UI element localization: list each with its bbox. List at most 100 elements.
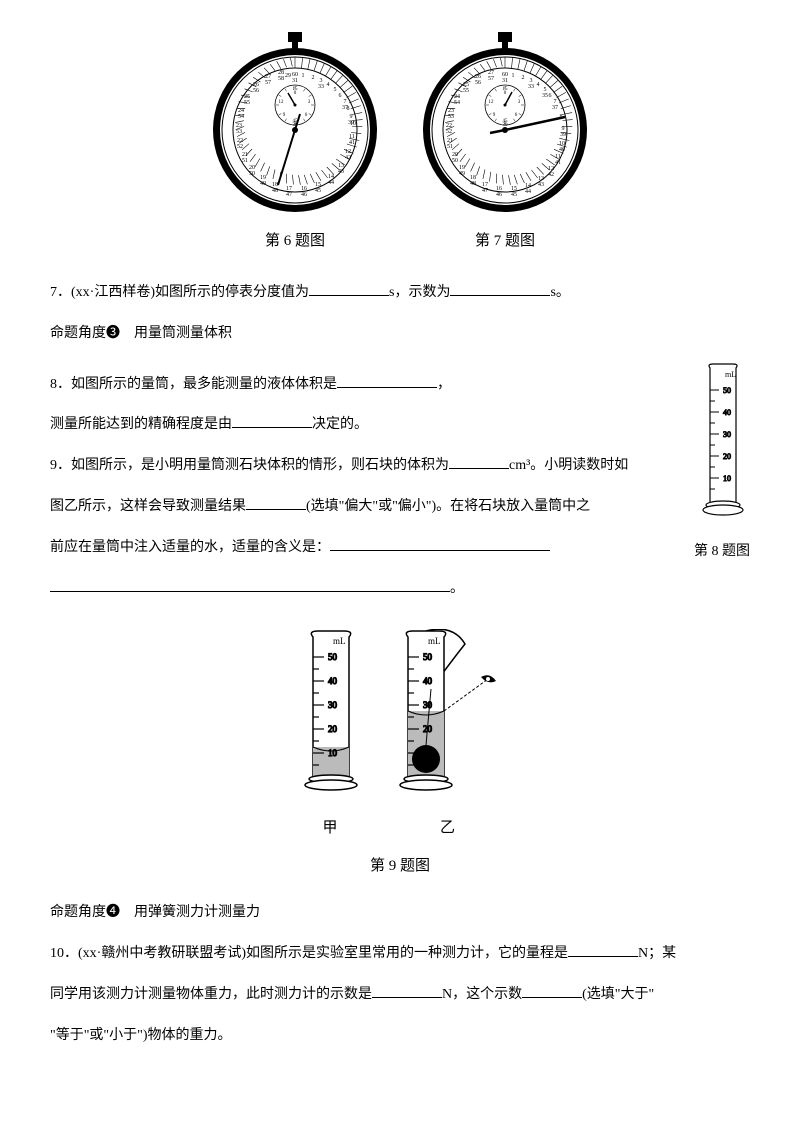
stopwatch-figures: 6031 246 810 333 5 737 939 1141 1242 134… [50, 30, 750, 258]
svg-text:30: 30 [723, 430, 731, 439]
svg-text:39: 39 [348, 120, 354, 126]
svg-text:56: 56 [475, 80, 481, 86]
svg-text:50: 50 [249, 171, 255, 177]
svg-text:46: 46 [496, 192, 502, 198]
fig6-container: 6031 246 810 333 5 737 939 1141 1242 134… [210, 30, 380, 258]
svg-text:20: 20 [423, 724, 433, 734]
svg-text:40: 40 [723, 408, 731, 417]
q9-blank3[interactable] [330, 533, 550, 551]
svg-text:mL: mL [428, 636, 441, 646]
svg-text:12: 12 [279, 100, 285, 105]
svg-text:35: 35 [542, 93, 548, 99]
svg-text:6: 6 [549, 93, 552, 99]
svg-text:44: 44 [328, 180, 334, 186]
cylinder-yi: mL 50 40 30 20 10 [393, 629, 503, 799]
fig6-label: 第 6 题图 [210, 225, 380, 258]
q10-blank2[interactable] [372, 980, 442, 998]
q7-blank2[interactable] [450, 278, 550, 296]
svg-text:49: 49 [459, 171, 465, 177]
svg-text:4: 4 [327, 82, 330, 88]
svg-text:mL: mL [333, 636, 346, 646]
q8-blank1[interactable] [337, 370, 437, 388]
svg-text:50: 50 [328, 652, 338, 662]
svg-text:57: 57 [265, 80, 271, 86]
svg-text:47: 47 [286, 192, 292, 198]
fig8-container: mL 50 40 30 20 10 第 8 题图 [694, 360, 750, 569]
svg-text:33: 33 [318, 84, 324, 90]
svg-text:20: 20 [723, 452, 731, 461]
svg-text:45: 45 [511, 192, 517, 198]
q9-blank1[interactable] [449, 451, 509, 469]
q8-q9-block: 8．如图所示的量筒，最多能测量的液体体积是 ， 测量所能达到的精确程度是由 决定的。… [50, 360, 750, 615]
q10-line3: "等于"或"小于")物体的重力。 [50, 1021, 750, 1052]
svg-text:20: 20 [328, 724, 338, 734]
stopwatch-fig7: 6031 246 333 535 737 8 939 1040 1141 124… [420, 30, 590, 220]
svg-text:44: 44 [525, 189, 531, 195]
q8-l1a: 8．如图所示的量筒，最多能测量的液体体积是 [50, 377, 337, 392]
q8-blank2[interactable] [232, 411, 312, 429]
q9-blank4[interactable] [50, 574, 450, 592]
topic3-num: ❸ [106, 326, 120, 341]
fig9-label: 第 9 题图 [50, 850, 750, 883]
svg-text:41: 41 [555, 160, 561, 166]
jia-label: 甲 [298, 812, 363, 845]
svg-text:51: 51 [242, 158, 248, 164]
q10-blank3[interactable] [522, 980, 582, 998]
svg-text:49: 49 [260, 181, 266, 187]
topic4-label: 命题角度 [50, 905, 106, 920]
svg-text:58: 58 [278, 76, 284, 82]
topic4-title: 用弹簧测力计测量力 [134, 905, 260, 920]
q7-suffix: s。 [550, 285, 569, 300]
svg-text:37: 37 [342, 105, 348, 111]
fig8-label: 第 8 题图 [694, 537, 750, 568]
svg-text:1: 1 [302, 73, 305, 79]
svg-text:43: 43 [338, 169, 344, 175]
q8-l1b: ， [437, 377, 451, 392]
q8-line1: 8．如图所示的量筒，最多能测量的液体体积是 ， [50, 370, 684, 401]
svg-text:2: 2 [312, 75, 315, 81]
svg-text:46: 46 [301, 192, 307, 198]
svg-text:6: 6 [339, 93, 342, 99]
svg-text:1: 1 [512, 73, 515, 79]
cylinder-fig8: mL 50 40 30 20 10 [695, 360, 750, 520]
svg-text:43: 43 [538, 182, 544, 188]
q7-blank1[interactable] [309, 278, 389, 296]
q9-l1b: cm³。小明读数时如 [509, 458, 628, 473]
svg-text:50: 50 [452, 158, 458, 164]
q9-l2b: (选填"偏大"或"偏小")。在将石块放入量筒中之 [306, 499, 590, 514]
svg-text:40: 40 [328, 676, 338, 686]
svg-text:2: 2 [522, 75, 525, 81]
svg-text:33: 33 [528, 84, 534, 90]
svg-text:40: 40 [423, 676, 433, 686]
q9-blank2[interactable] [246, 492, 306, 510]
q9-l4suffix: 。 [450, 581, 464, 596]
q10-blank1[interactable] [568, 939, 638, 957]
yi-label: 乙 [393, 812, 503, 845]
q8-l2b: 决定的。 [312, 417, 368, 432]
topic3-title: 用量筒测量体积 [134, 326, 232, 341]
q10-l3: "等于"或"小于")物体的重力。 [50, 1028, 232, 1043]
svg-text:48: 48 [272, 188, 278, 194]
svg-text:10: 10 [723, 474, 731, 483]
fig7-container: 6031 246 333 535 737 8 939 1040 1141 124… [420, 30, 590, 258]
svg-text:51: 51 [447, 144, 453, 150]
fig9-jia-item: mL 50 40 30 20 10 甲 [298, 629, 363, 845]
svg-text:55: 55 [463, 88, 469, 94]
fig9-container: mL 50 40 30 20 10 甲 [50, 629, 750, 883]
svg-text:48: 48 [470, 181, 476, 187]
svg-text:29: 29 [285, 73, 291, 79]
q8-line2: 测量所能达到的精确程度是由 决定的。 [50, 410, 684, 441]
q10-l2b: N，这个示数 [442, 987, 522, 1002]
svg-text:10: 10 [423, 748, 433, 758]
svg-text:37: 37 [552, 105, 558, 111]
svg-text:54: 54 [454, 100, 460, 106]
svg-text:4: 4 [537, 82, 540, 88]
svg-text:52: 52 [446, 129, 452, 135]
svg-text:31: 31 [292, 78, 298, 84]
topic4-heading: 命题角度❹ 用弹簧测力计测量力 [50, 898, 750, 929]
svg-text:55: 55 [244, 100, 250, 106]
q10-l2c: (选填"大于" [582, 987, 654, 1002]
svg-text:42: 42 [548, 172, 554, 178]
q10-line2: 同学用该测力计测量物体重力，此时测力计的示数是N，这个示数(选填"大于" [50, 980, 750, 1011]
q8-l2a: 测量所能达到的精确程度是由 [50, 417, 232, 432]
